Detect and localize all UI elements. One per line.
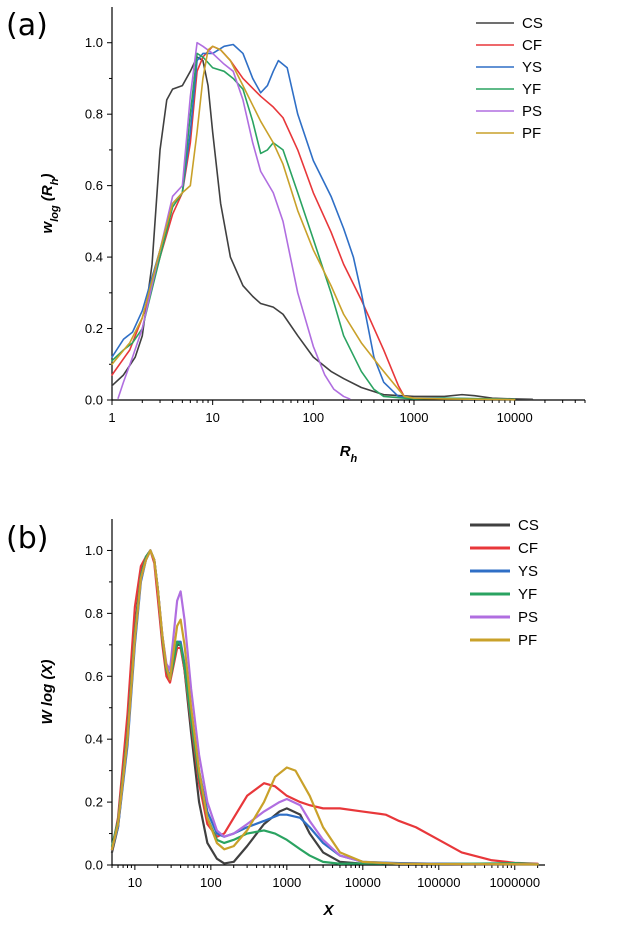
- x-tick-label: 1000: [272, 875, 301, 890]
- legend-label-pf: PF: [522, 125, 541, 142]
- y-axis-title: W log (X): [39, 660, 56, 725]
- panel-label: (a): [6, 8, 48, 43]
- series-line-yf: [110, 549, 539, 866]
- x-axis-title: Rh: [340, 443, 358, 465]
- x-tick-label: 100000: [417, 875, 460, 890]
- series-line-cf: [111, 45, 516, 401]
- x-tick-label: 10: [128, 875, 142, 890]
- y-axis-title-paren: ): [39, 174, 56, 181]
- y-axis-title-arg-sub: h: [49, 178, 61, 185]
- series-line-ys: [110, 549, 539, 866]
- y-tick-label: 0.6: [85, 178, 103, 193]
- x-tick-label: 10000: [497, 410, 533, 425]
- y-axis-title: wlog (Rh): [39, 174, 61, 234]
- series-line-pf: [110, 549, 539, 866]
- legend-label-ps: PS: [518, 609, 538, 626]
- legend-label-cf: CF: [518, 540, 538, 557]
- series-line-cs: [110, 549, 539, 866]
- y-tick-label: 0.6: [85, 669, 103, 684]
- series-line-yf: [111, 52, 516, 401]
- y-tick-label: 0.2: [85, 795, 103, 810]
- legend-label-ys: YS: [518, 563, 538, 580]
- x-axis-title-sub: h: [351, 453, 358, 465]
- legend-label-ps: PS: [522, 103, 542, 120]
- series-line-ps: [110, 549, 539, 866]
- chart-panel-1: (b) 0.0 0.2 0.4 0.6 0.8 1.0 10 100 1000 10000 10000…: [6, 517, 545, 919]
- x-tick-label: 100: [200, 875, 222, 890]
- y-axis-title-paren: (: [39, 194, 56, 205]
- y-tick-label: 0.2: [85, 321, 103, 336]
- legend: CS CF YS YF PS PF: [470, 517, 539, 649]
- series-line-cs: [111, 56, 534, 401]
- y-tick-label: 0.8: [85, 606, 103, 621]
- y-tick-label: 0.4: [85, 732, 103, 747]
- chart-panel-0: (a)0.00.20.40.60.81.01 10 100 1000 10000Rhwl…: [6, 7, 586, 465]
- y-tick-label: 0.0: [85, 858, 103, 873]
- x-tick-label: 1: [108, 410, 115, 425]
- y-axis-title-sub: log: [49, 205, 61, 222]
- legend-label-cs: CS: [522, 15, 543, 32]
- x-tick-label: 100: [302, 410, 324, 425]
- legend-label-cf: CF: [522, 37, 542, 54]
- legend: CS CF YS YF PS PF: [476, 15, 543, 142]
- legend-label-pf: PF: [518, 632, 537, 649]
- y-tick-label: 0.0: [85, 393, 103, 408]
- x-tick-label: 10000: [345, 875, 381, 890]
- y-tick-label: 0.8: [85, 107, 103, 122]
- legend-label-yf: YF: [522, 81, 541, 98]
- x-tick-label: 1000000: [489, 875, 540, 890]
- legend-label-cs: CS: [518, 517, 539, 534]
- x-tick-label: 10: [205, 410, 219, 425]
- series-line-ps: [117, 41, 351, 400]
- panel-label: (b): [6, 521, 48, 556]
- series-line-cf: [110, 549, 539, 865]
- legend-label-ys: YS: [522, 59, 542, 76]
- y-tick-label: 0.4: [85, 250, 103, 265]
- x-axis-title: X: [322, 902, 334, 919]
- y-tick-label: 1.0: [85, 543, 103, 558]
- x-tick-label: 1000: [400, 410, 429, 425]
- series-line-pf: [111, 45, 516, 401]
- legend-label-yf: YF: [518, 586, 537, 603]
- y-axis-title-arg: R: [39, 185, 56, 196]
- y-tick-label: 1.0: [85, 35, 103, 50]
